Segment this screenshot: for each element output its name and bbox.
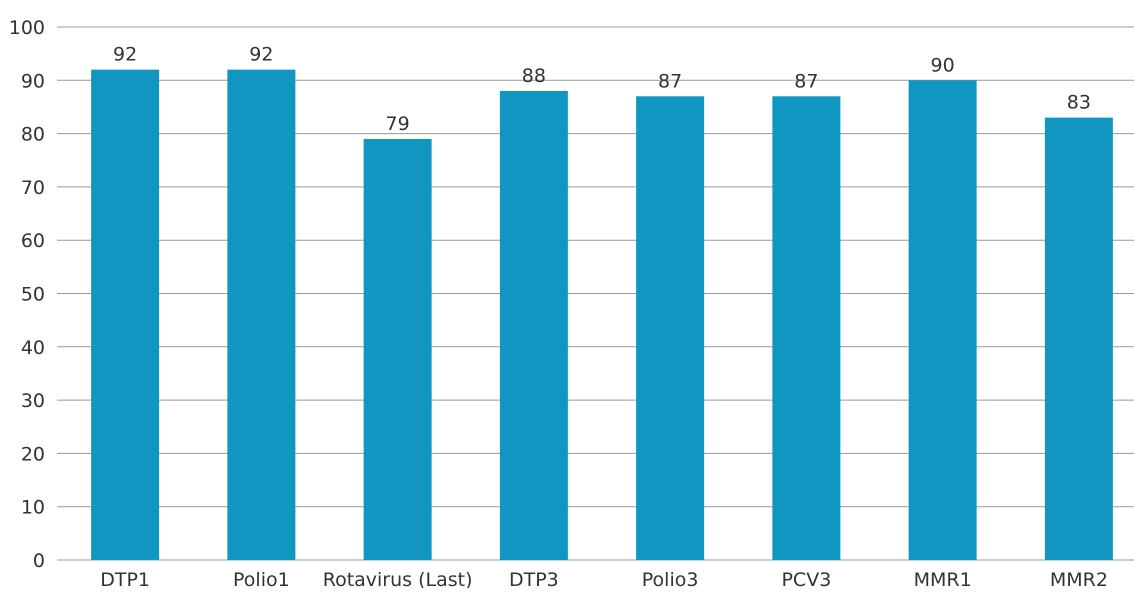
- data-label-2: 79: [386, 113, 410, 135]
- y-tick-label-30: 30: [21, 390, 45, 412]
- category-label-2: Rotavirus (Last): [323, 569, 473, 588]
- y-tick-label-50: 50: [21, 284, 45, 306]
- bars: [91, 69, 1113, 561]
- y-tick-label-60: 60: [21, 230, 45, 252]
- y-tick-label-100: 100: [9, 17, 45, 39]
- x-axis-category-labels: DTP1 Polio1 Rotavirus (Last) DTP3 Polio3 PCV3…: [100, 569, 1108, 591]
- data-label-6: 90: [931, 54, 955, 76]
- bar-rotavirus-last: [363, 138, 432, 560]
- data-label-1: 92: [249, 44, 273, 66]
- category-label-6: MMR1: [914, 569, 972, 588]
- y-axis-tick-labels: 0 10 20 30 40 50 60 70 80 90 100: [9, 17, 45, 572]
- y-tick-label-70: 70: [21, 177, 45, 199]
- y-tick-label-80: 80: [21, 124, 45, 146]
- y-tick-label-40: 40: [21, 337, 45, 359]
- bar-pcv3: [772, 96, 841, 560]
- data-label-5: 87: [794, 70, 818, 92]
- data-label-4: 87: [658, 70, 682, 92]
- bar-dtp3: [499, 90, 568, 561]
- bar-polio3: [636, 96, 705, 560]
- bar-polio1: [227, 69, 296, 560]
- category-label-5: PCV3: [781, 569, 831, 588]
- category-label-3: DTP3: [509, 569, 559, 588]
- y-tick-label-90: 90: [21, 70, 45, 92]
- category-label-7: MMR2: [1050, 569, 1108, 588]
- category-label-1: Polio1: [233, 569, 290, 588]
- y-tick-label-0: 0: [33, 550, 45, 572]
- data-label-7: 83: [1067, 92, 1091, 114]
- category-label-4: Polio3: [642, 569, 699, 588]
- data-labels: 92 92 79 88 87 87 90 83: [113, 44, 1091, 135]
- category-label-0: DTP1: [100, 569, 150, 588]
- data-label-0: 92: [113, 44, 137, 66]
- y-tick-label-20: 20: [21, 443, 45, 465]
- bar-mmr2: [1044, 117, 1113, 561]
- data-label-3: 88: [522, 65, 546, 87]
- y-tick-label-10: 10: [21, 497, 45, 519]
- bar-mmr1: [908, 80, 977, 561]
- bar-dtp1: [91, 69, 160, 560]
